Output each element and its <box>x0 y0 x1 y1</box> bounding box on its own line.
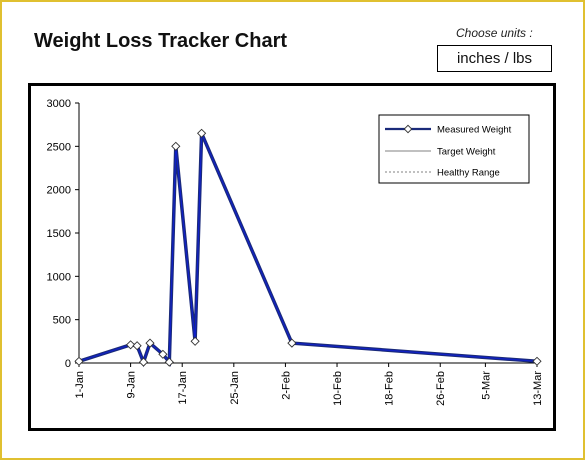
legend-box <box>378 114 530 184</box>
data-point-marker <box>197 128 207 138</box>
x-tick-label: 13-Mar <box>532 371 544 406</box>
x-tick-label: 18-Feb <box>384 371 396 406</box>
y-tick-label: 500 <box>53 315 71 327</box>
legend-marker-icon <box>403 124 413 134</box>
legend-item-target-weight-label: Target Weight <box>437 147 496 158</box>
y-tick-label: 2000 <box>47 185 71 197</box>
data-point-marker <box>126 340 136 350</box>
units-selector[interactable]: inches / lbs <box>437 45 552 72</box>
data-point-marker <box>145 338 155 348</box>
data-point-marker <box>138 357 149 367</box>
chart-container: 0 500 1000 1500 2000 2500 3000 1-Jan 9-Jan 17-Jan… <box>28 83 556 431</box>
data-point-marker <box>532 356 542 366</box>
page-title: Weight Loss Tracker Chart <box>34 30 288 52</box>
y-tick-label: 2500 <box>47 141 71 153</box>
x-tick-label: 9-Jan <box>126 371 138 399</box>
data-point-marker <box>132 341 142 351</box>
data-point-marker <box>171 141 181 151</box>
x-tick-label: 25-Jan <box>229 371 241 405</box>
y-tick-label: 3000 <box>47 98 71 110</box>
x-tick-label: 1-Jan <box>74 371 86 399</box>
legend-item-measured-weight-label: Measured Weight <box>437 125 512 136</box>
units-label: Choose units : <box>456 26 533 40</box>
x-tick-label: 17-Jan <box>177 371 189 405</box>
x-tick-label: 26-Feb <box>435 371 447 406</box>
data-point-marker <box>287 338 297 348</box>
data-point-marker <box>164 357 174 367</box>
y-tick-label: 0 <box>65 358 71 370</box>
data-point-marker <box>190 336 200 346</box>
legend-item-healthy-range-label: Healthy Range <box>437 168 500 179</box>
data-point-marker <box>158 349 168 359</box>
y-tick-label: 1500 <box>47 228 71 240</box>
x-tick-label: 5-Mar <box>480 371 492 400</box>
y-tick-label: 1000 <box>47 271 71 283</box>
x-tick-label: 10-Feb <box>332 371 344 406</box>
weight-chart: 0 500 1000 1500 2000 2500 3000 1-Jan 9-Jan 17-Jan… <box>47 98 544 406</box>
x-tick-label: 2-Feb <box>280 371 292 400</box>
data-point-marker <box>74 356 84 366</box>
